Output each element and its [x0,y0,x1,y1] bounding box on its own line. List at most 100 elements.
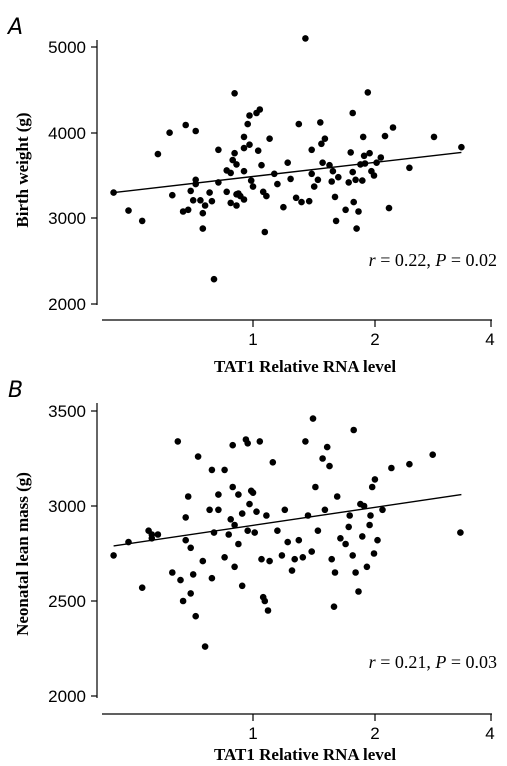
data-point [359,533,366,540]
data-point [215,146,222,154]
data-point [326,462,333,470]
data-point [233,202,240,209]
data-point [206,189,213,196]
data-point [314,176,322,184]
data-point [342,540,349,548]
data-point [246,141,253,148]
data-point [291,555,299,563]
data-point [349,109,357,117]
data-point [367,512,374,519]
data-point [326,161,333,169]
panel-b-y-axis-title: Neonatal lean mass (g) [13,472,32,636]
panel-b-x-axis-title: TAT1 Relative RNA level [214,745,396,764]
data-point [192,127,199,135]
data-point [295,536,303,544]
data-point [258,555,265,563]
y-tick-label: 3500 [48,402,86,421]
data-point [246,500,253,508]
data-point [177,576,184,584]
data-point [359,133,367,141]
data-point [352,569,359,576]
panel-a-trend-line [113,151,462,194]
data-point [328,555,336,563]
r-symbol: r [369,250,377,270]
data-point [206,506,213,514]
data-point [350,198,358,206]
data-point [240,167,248,175]
data-point [182,121,189,129]
data-point [201,643,209,650]
data-point [332,217,340,225]
panel-b-x-ticks: 1 2 4 [248,714,495,743]
data-point [342,206,349,214]
x-tick-label: 2 [370,724,379,743]
data-point [215,506,222,514]
y-tick-label: 2500 [48,592,86,611]
data-point [215,491,222,498]
data-point [240,133,248,141]
data-point [246,112,253,119]
data-point [374,536,381,544]
data-point [125,207,132,214]
data-point [328,178,336,185]
data-point [208,197,216,205]
panel-a-points [110,35,465,283]
data-point [321,506,329,514]
data-point [240,196,248,203]
data-point [308,548,316,555]
data-point [280,203,287,211]
p-symbol: P [434,652,446,672]
data-point [231,521,238,529]
data-point [138,584,146,591]
data-point [352,176,359,184]
data-point [227,199,234,207]
panel-a-x-ticks: 1 2 4 [248,320,495,349]
data-point [292,194,300,202]
r-value: = 0.21, [376,652,436,672]
data-point [314,527,322,534]
data-point [256,438,264,445]
data-point [254,147,262,154]
data-point [368,483,376,491]
panel-b-letter: B [8,378,23,403]
data-point [377,154,385,161]
r-value: = 0.22, [376,250,436,270]
data-point [199,225,207,232]
data-point [251,529,258,536]
data-point [221,466,228,474]
data-point [389,124,397,131]
data-point [187,544,194,552]
data-point [284,538,292,546]
data-point [215,179,222,186]
data-point [223,188,230,196]
data-point [179,597,187,605]
data-point [169,569,176,576]
p-symbol: P [434,250,446,270]
data-point [345,523,353,531]
data-point [154,150,162,158]
y-tick-label: 2000 [48,687,86,706]
panel-a-y-axis-title: Birth weight (g) [13,112,32,227]
data-point [330,603,338,610]
data-point [182,536,189,544]
data-point [355,588,362,595]
data-point [264,607,272,614]
data-point [182,514,189,521]
r-symbol: r [369,652,377,672]
data-point [319,159,326,166]
y-tick-label: 3000 [48,209,86,228]
data-point [249,183,257,190]
data-point [240,144,248,152]
data-point [312,483,319,491]
data-point [231,90,238,97]
data-point [194,453,202,460]
data-point [430,133,438,141]
data-point [261,597,269,605]
data-point [287,175,294,183]
panel-a: A 5000 4000 3000 2000 1 2 4 TAT1 Relativ… [6,15,497,376]
data-point [154,531,162,538]
data-point [238,582,246,590]
panel-a-x-axis-title: TAT1 Relative RNA level [214,357,396,376]
data-point [308,170,316,178]
